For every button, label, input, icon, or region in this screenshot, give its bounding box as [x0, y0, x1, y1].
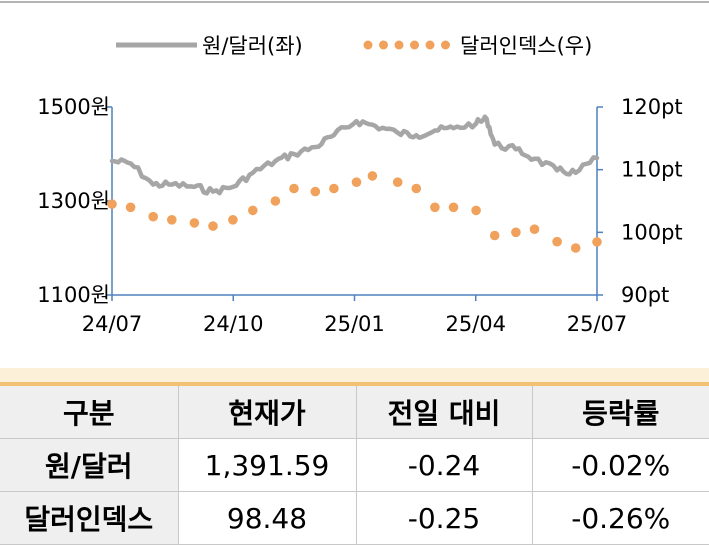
exchange-rate-chart: 원/달러(좌) 달러인덱스(우) 1500원 1300원 1100원 120pt 110pt…	[0, 1, 709, 336]
y-right-tick-label: 120pt	[621, 95, 683, 119]
series-point-dollar-index	[125, 202, 136, 213]
legend-label-dollar-index: 달러인덱스(우)	[460, 34, 592, 58]
cell-day-change: -0.25	[355, 491, 533, 545]
rate-table: 구분 현재가 전일 대비 등락률 원/달러 1,391.59 -0.24 -0.…	[0, 386, 709, 545]
series-point-dollar-index	[289, 183, 299, 194]
series-point-dollar-index	[189, 218, 200, 228]
series-point-dollar-index	[430, 202, 440, 213]
series-point-dollar-index	[167, 215, 177, 225]
series-point-dollar-index	[448, 202, 459, 213]
series-point-dollar-index	[208, 221, 218, 231]
legend-label-krw-usd: 원/달러(좌)	[202, 34, 303, 58]
series-point-dollar-index	[570, 243, 581, 253]
x-tick-label: 24/07	[82, 312, 143, 336]
cell-day-change: -0.24	[355, 438, 533, 492]
rate-table-section: 구분 현재가 전일 대비 등락률 원/달러 1,391.59 -0.24 -0.…	[0, 368, 709, 545]
header-day-change: 전일 대비	[355, 386, 533, 439]
legend-dot	[410, 40, 419, 50]
cell-current-price: 98.48	[177, 491, 357, 545]
series-point-dollar-index	[489, 230, 500, 241]
legend-dot	[425, 40, 435, 50]
y-right-tick-label: 110pt	[621, 158, 683, 182]
row-label-krw-usd: 원/달러	[0, 438, 179, 492]
cell-change-rate: -0.26%	[531, 491, 709, 545]
series-point-dollar-index	[310, 186, 321, 197]
series-point-dollar-index	[411, 183, 422, 194]
y-left-tick-label: 1300원	[37, 189, 110, 213]
series-point-dollar-index	[329, 183, 339, 194]
x-tick-label: 25/04	[445, 312, 506, 336]
series-point-dollar-index	[392, 177, 403, 187]
series-point-dollar-index	[529, 224, 540, 234]
legend-dot	[394, 40, 404, 50]
series-point-dollar-index	[148, 211, 158, 222]
y-left-tick-label: 1100원	[37, 283, 110, 307]
y-left-tick-label: 1500원	[37, 95, 110, 119]
legend-dot	[379, 40, 388, 50]
table-row: 원/달러 1,391.59 -0.24 -0.02%	[0, 438, 709, 492]
row-label-dollar-index: 달러인덱스	[0, 491, 179, 545]
header-category: 구분	[0, 386, 179, 439]
table-header-row: 구분 현재가 전일 대비 등락률	[0, 386, 709, 439]
series-point-dollar-index	[107, 199, 117, 209]
chart-svg: 원/달러(좌) 달러인덱스(우) 1500원 1300원 1100원 120pt 110pt…	[0, 1, 709, 336]
header-current-price: 현재가	[177, 386, 357, 439]
y-right-tick-label: 90pt	[621, 283, 669, 307]
cell-change-rate: -0.02%	[531, 438, 709, 492]
header-change-rate: 등락률	[531, 386, 709, 439]
series-point-dollar-index	[511, 227, 521, 238]
series-point-dollar-index	[351, 177, 362, 187]
series-point-dollar-index	[228, 215, 238, 225]
series-point-dollar-index	[248, 205, 258, 216]
legend-dot	[441, 40, 450, 50]
series-point-dollar-index	[552, 236, 562, 247]
x-tick-label: 25/07	[567, 312, 628, 336]
cell-current-price: 1,391.59	[177, 438, 357, 492]
table-row: 달러인덱스 98.48 -0.25 -0.26%	[0, 491, 709, 545]
series-point-dollar-index	[592, 237, 602, 247]
x-tick-label: 25/01	[324, 312, 385, 336]
series-line-krw-usd	[109, 114, 600, 196]
series-point-dollar-index	[367, 171, 378, 181]
series-point-dollar-index	[270, 196, 281, 206]
table-top-band	[0, 368, 709, 382]
x-tick-label: 24/10	[203, 312, 264, 336]
table-top-rule	[0, 382, 709, 386]
series-point-dollar-index	[471, 205, 481, 216]
y-right-tick-label: 100pt	[621, 220, 683, 244]
legend-dot	[363, 40, 373, 50]
